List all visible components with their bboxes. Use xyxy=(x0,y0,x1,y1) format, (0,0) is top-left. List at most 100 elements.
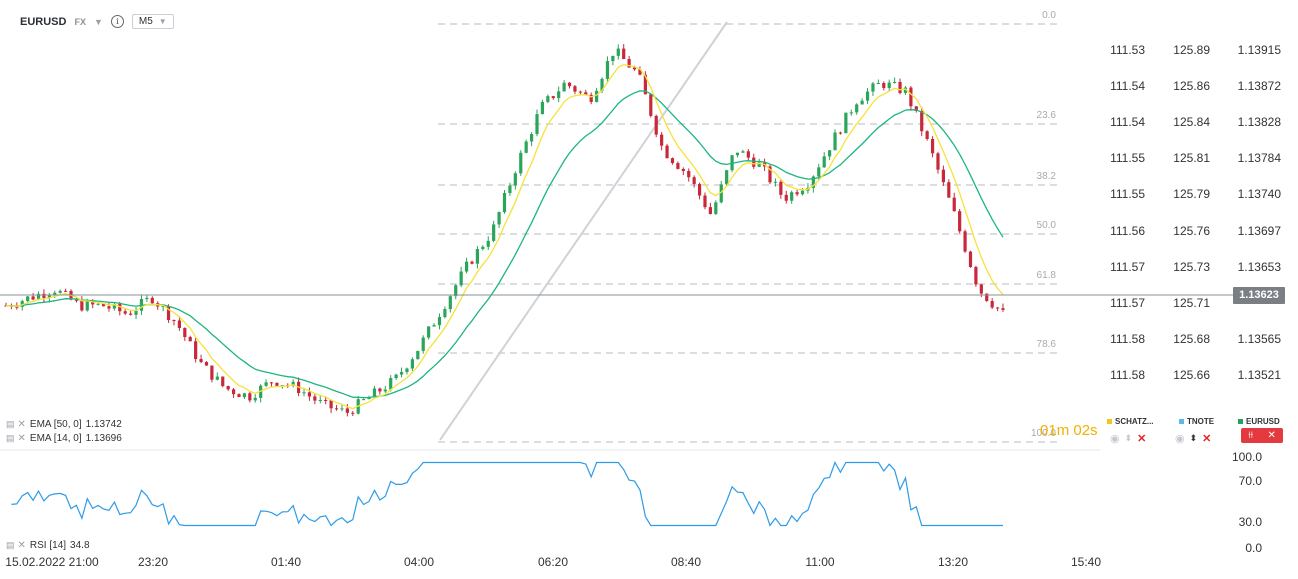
chevron-down-icon: ▼ xyxy=(158,17,167,26)
candle-body xyxy=(519,152,523,174)
sort-arrows-icon[interactable]: ⬍ xyxy=(1189,433,1198,443)
settings-icon[interactable]: ▤ xyxy=(6,433,14,443)
eye-icon[interactable]: ◉ xyxy=(1110,433,1120,445)
eurusd-axis-label: 1.13697 xyxy=(1238,224,1282,238)
candle-body xyxy=(828,150,832,157)
candle-body xyxy=(893,81,897,83)
candle-body xyxy=(925,131,929,139)
eurusd-axis-label: 1.13872 xyxy=(1238,79,1282,93)
schatz-axis-label: 111.56 xyxy=(1110,224,1145,238)
candle-body xyxy=(53,292,57,296)
time-axis-label: 01:40 xyxy=(271,555,301,569)
info-icon[interactable]: i xyxy=(110,15,124,28)
legend-ema14[interactable]: ▤ ✕ EMA [14, 0] 1.13696 xyxy=(6,433,122,444)
candle-body xyxy=(616,48,620,56)
instrument-tag-schatz: SCHATZ... xyxy=(1107,417,1154,426)
candle-body xyxy=(101,303,106,307)
candle-body xyxy=(974,267,978,285)
candle-body xyxy=(768,166,772,183)
candle-body xyxy=(199,359,203,363)
candle-type-icon[interactable]: ⟊⟊ xyxy=(1248,430,1254,441)
candle-body xyxy=(670,158,675,164)
close-icon[interactable]: ✕ xyxy=(17,540,26,551)
eurusd-axis-label: 1.13653 xyxy=(1238,260,1282,274)
tnote-axis-label: 125.79 xyxy=(1173,187,1210,201)
candle-body xyxy=(47,295,51,298)
candle-body xyxy=(795,192,799,195)
candle-body xyxy=(264,382,268,386)
candle-body xyxy=(118,304,122,312)
close-icon[interactable]: ✕ xyxy=(1137,433,1147,445)
tnote-axis-label: 125.76 xyxy=(1173,224,1210,238)
fib-level-label: 50.0 xyxy=(1037,220,1057,231)
candle-body xyxy=(941,169,945,183)
candles xyxy=(4,44,1005,417)
tnote-axis-label: 125.84 xyxy=(1173,115,1210,129)
candle-body xyxy=(112,304,116,309)
ema50-value: 1.13742 xyxy=(85,419,122,430)
candle-body xyxy=(654,115,658,135)
candle-body xyxy=(464,261,469,272)
candle-body xyxy=(752,157,756,167)
candle-body xyxy=(194,341,198,360)
close-icon[interactable]: ✕ xyxy=(1202,433,1212,445)
candle-body xyxy=(351,412,355,414)
candle-body xyxy=(443,309,447,318)
candle-body xyxy=(486,240,490,247)
candle-body xyxy=(42,293,46,298)
candle-body xyxy=(177,320,181,328)
fib-trend-line[interactable] xyxy=(439,21,728,441)
candle-body xyxy=(513,173,517,186)
candle-body xyxy=(150,297,154,304)
candle-body xyxy=(589,94,593,102)
eurusd-controls[interactable]: ⟊⟊ ✕ xyxy=(1241,428,1283,443)
candle-body xyxy=(475,249,480,264)
candle-body xyxy=(860,100,864,105)
chart-header: EURUSD FX ▼ i M5 ▼ xyxy=(20,14,174,29)
candle-countdown: 01m 02s xyxy=(1040,422,1098,439)
candle-body xyxy=(20,301,24,307)
candle-body xyxy=(903,87,908,93)
candle-body xyxy=(313,396,317,401)
candle-body xyxy=(80,300,84,311)
candle-body xyxy=(551,96,555,99)
sort-arrows-icon[interactable]: ⬍ xyxy=(1124,433,1133,443)
candle-body xyxy=(324,399,328,401)
legend-ema50[interactable]: ▤ ✕ EMA [50, 0] 1.13742 xyxy=(6,419,122,430)
candle-body xyxy=(573,86,577,92)
close-icon[interactable]: ✕ xyxy=(17,419,26,430)
candle-body xyxy=(958,211,962,232)
candle-body xyxy=(378,388,382,392)
settings-icon[interactable]: ▤ xyxy=(6,419,14,429)
schatz-axis-label: 111.57 xyxy=(1110,260,1145,274)
settings-icon[interactable]: ▤ xyxy=(6,540,14,550)
fib-level-label: 23.6 xyxy=(1037,110,1057,121)
candle-body xyxy=(546,96,550,102)
rsi-value: 34.8 xyxy=(70,540,90,551)
candle-body xyxy=(595,90,599,102)
legend-rsi[interactable]: ▤ ✕ RSI [14] 34.8 xyxy=(6,540,90,551)
candle-body xyxy=(562,82,566,92)
candle-body xyxy=(394,374,398,379)
fibonacci-retracement[interactable]: 0.0 23.6 38.2 50.0 61.8 78.6 100.0 xyxy=(438,10,1060,443)
close-icon[interactable]: ✕ xyxy=(17,433,26,444)
candle-body xyxy=(508,185,512,194)
candle-body xyxy=(876,83,880,85)
candle-body xyxy=(535,114,539,135)
timeframe-select[interactable]: M5 ▼ xyxy=(131,14,174,29)
candle-body xyxy=(492,224,496,241)
close-icon[interactable]: ✕ xyxy=(1267,430,1276,441)
tnote-axis-label: 125.71 xyxy=(1173,296,1210,310)
eye-icon[interactable]: ◉ xyxy=(1175,433,1185,445)
candle-body xyxy=(1001,308,1005,310)
candle-body xyxy=(790,192,794,201)
tnote-axis-label: 125.81 xyxy=(1173,151,1210,165)
candle-body xyxy=(757,162,761,167)
candle-body xyxy=(909,87,913,107)
chevron-down-icon[interactable]: ▼ xyxy=(93,16,103,27)
candle-body xyxy=(584,92,588,95)
candle-body xyxy=(96,303,100,305)
candle-body xyxy=(416,350,420,360)
candle-body xyxy=(817,167,821,177)
